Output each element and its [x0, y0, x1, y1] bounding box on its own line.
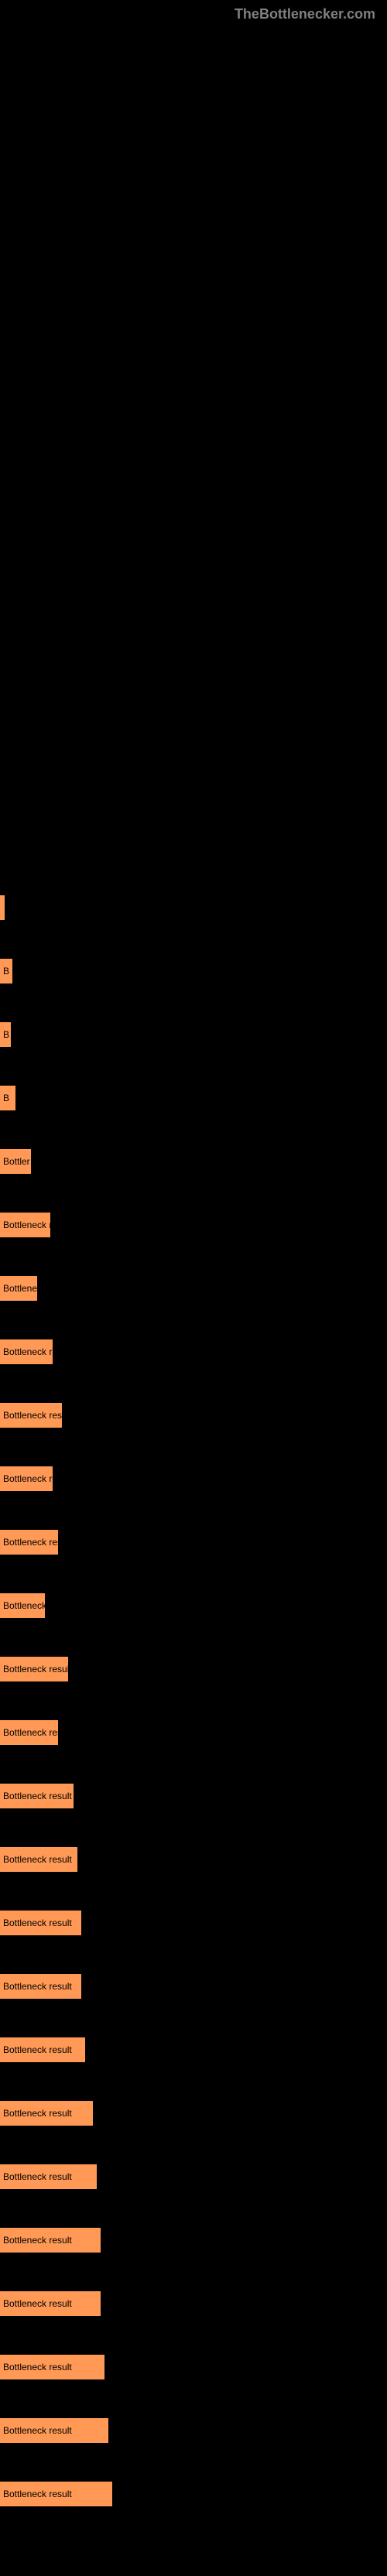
bar-label: Bottleneck	[3, 1600, 45, 1611]
bar-row: B	[0, 1086, 387, 1110]
bar-21: Bottleneck result	[0, 2228, 101, 2253]
bar-row: Bottler	[0, 1149, 387, 1174]
bar-row: Bottleneck result	[0, 2101, 387, 2126]
bar-row: Bottleneck result	[0, 2228, 387, 2253]
bar-label: Bottlene	[3, 1283, 37, 1294]
bar-label: Bottleneck result	[3, 2171, 72, 2182]
chart-container: B B B Bottler Bottleneck r Bottlene Bott…	[0, 29, 387, 2576]
brand-text: TheBottlenecker.com	[235, 6, 375, 22]
bar-label: Bottleneck re	[3, 1346, 53, 1357]
bar-1: B	[0, 959, 12, 984]
bar-2: B	[0, 1022, 11, 1047]
bar-label: Bottleneck result	[3, 2235, 72, 2246]
bar-20: Bottleneck result	[0, 2164, 97, 2189]
bar-label: Bottleneck result	[3, 1917, 72, 1928]
bar-row: Bottleneck result	[0, 2418, 387, 2443]
bar-16: Bottleneck result	[0, 1911, 81, 1935]
bar-row: Bottleneck result	[0, 2482, 387, 2506]
bar-23: Bottleneck result	[0, 2355, 104, 2379]
bar-row: Bottleneck res	[0, 1530, 387, 1555]
bar-label: Bottleneck res	[3, 1727, 58, 1738]
bar-7: Bottleneck re	[0, 1339, 53, 1364]
bar-10: Bottleneck res	[0, 1530, 58, 1555]
bar-row: Bottleneck result	[0, 1657, 387, 1681]
bar-17: Bottleneck result	[0, 1974, 81, 1999]
bar-22: Bottleneck result	[0, 2291, 101, 2316]
bar-24: Bottleneck result	[0, 2418, 108, 2443]
bar-row: Bottleneck re	[0, 1466, 387, 1491]
bar-0	[0, 895, 5, 920]
bar-label: Bottleneck re	[3, 1473, 53, 1484]
bar-3: B	[0, 1086, 15, 1110]
bar-14: Bottleneck result	[0, 1784, 74, 1808]
bar-label: Bottleneck result	[3, 2298, 72, 2309]
bar-row	[0, 895, 387, 920]
bar-12: Bottleneck result	[0, 1657, 68, 1681]
bar-6: Bottlene	[0, 1276, 37, 1301]
bar-row: Bottleneck result	[0, 2164, 387, 2189]
bar-row: Bottleneck result	[0, 2291, 387, 2316]
bar-25: Bottleneck result	[0, 2482, 112, 2506]
bar-row: B	[0, 959, 387, 984]
bar-row: Bottleneck result	[0, 2037, 387, 2062]
bar-8: Bottleneck resul	[0, 1403, 62, 1428]
bar-row: Bottleneck	[0, 1593, 387, 1618]
bar-label: Bottleneck result	[3, 1664, 68, 1675]
bar-row: Bottleneck result	[0, 1847, 387, 1872]
bar-13: Bottleneck res	[0, 1720, 58, 1745]
bar-label: Bottleneck r	[3, 1220, 50, 1230]
bar-11: Bottleneck	[0, 1593, 45, 1618]
bar-row: Bottleneck re	[0, 1339, 387, 1364]
bar-19: Bottleneck result	[0, 2101, 93, 2126]
bar-9: Bottleneck re	[0, 1466, 53, 1491]
bar-row: Bottleneck result	[0, 1784, 387, 1808]
bar-label: B	[3, 1093, 9, 1103]
bar-row: Bottleneck result	[0, 1974, 387, 1999]
bar-4: Bottler	[0, 1149, 31, 1174]
bar-label: Bottleneck result	[3, 2108, 72, 2119]
bar-label: Bottleneck resul	[3, 1410, 62, 1421]
bar-label: Bottleneck result	[3, 1854, 72, 1865]
bar-label: B	[3, 1029, 9, 1040]
bar-row: Bottleneck r	[0, 1213, 387, 1237]
bar-label: Bottleneck result	[3, 2425, 72, 2436]
bar-label: Bottler	[3, 1156, 30, 1167]
bar-row: Bottleneck result	[0, 1911, 387, 1935]
bar-15: Bottleneck result	[0, 1847, 77, 1872]
bar-label: Bottleneck result	[3, 2044, 72, 2055]
brand-header: TheBottlenecker.com	[0, 0, 387, 29]
bar-row: Bottleneck res	[0, 1720, 387, 1745]
bar-label: Bottleneck result	[3, 1981, 72, 1992]
bar-label: Bottleneck result	[3, 2362, 72, 2372]
bar-label: Bottleneck res	[3, 1537, 58, 1548]
bar-row: Bottlene	[0, 1276, 387, 1301]
bar-label: Bottleneck result	[3, 2489, 72, 2499]
bar-row: B	[0, 1022, 387, 1047]
bar-18: Bottleneck result	[0, 2037, 85, 2062]
bar-label: B	[3, 966, 9, 977]
bar-row: Bottleneck resul	[0, 1403, 387, 1428]
bar-5: Bottleneck r	[0, 1213, 50, 1237]
bar-row: Bottleneck result	[0, 2355, 387, 2379]
bar-label: Bottleneck result	[3, 1791, 72, 1801]
